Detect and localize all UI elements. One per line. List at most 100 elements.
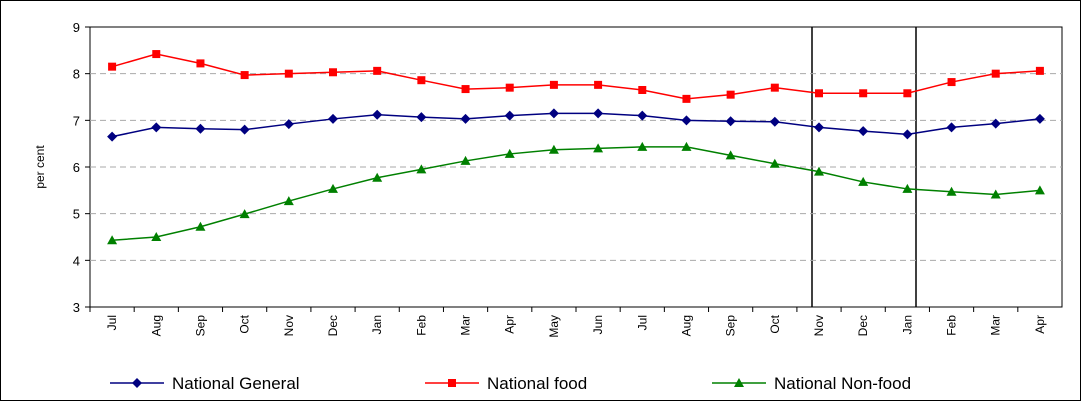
marker [681, 115, 692, 126]
marker [902, 183, 913, 193]
marker [681, 141, 692, 151]
marker [1034, 185, 1045, 195]
marker [946, 122, 957, 133]
marker [725, 116, 736, 127]
x-tick-label: Mar [459, 315, 473, 336]
marker [858, 126, 869, 137]
marker [283, 196, 294, 206]
y-tick-label: 7 [73, 113, 80, 128]
marker [328, 113, 338, 124]
x-tick-label: Jan [370, 315, 384, 334]
marker [417, 76, 426, 85]
marker [814, 122, 824, 133]
marker [283, 119, 294, 130]
marker [991, 69, 1000, 78]
x-tick-label: Oct [238, 314, 252, 333]
x-tick-label: Apr [1033, 315, 1047, 334]
marker [372, 109, 383, 120]
marker [858, 176, 869, 186]
x-tick-label: Nov [812, 315, 826, 336]
marker [460, 155, 471, 165]
x-tick-label: Dec [856, 315, 870, 336]
x-tick-label: Feb [414, 315, 428, 336]
y-tick-label: 3 [73, 300, 80, 315]
marker [1034, 113, 1045, 124]
marker [196, 59, 205, 68]
x-tick-label: Nov [282, 315, 296, 336]
marker [461, 85, 470, 94]
x-tick-label: Dec [326, 315, 340, 336]
marker [548, 144, 559, 154]
marker [107, 131, 118, 142]
y-tick-label: 5 [73, 207, 80, 222]
x-tick-label: Aug [679, 315, 693, 336]
series-line [111, 53, 1040, 100]
marker [151, 232, 162, 241]
marker [548, 108, 559, 119]
x-tick-label: Oct [768, 314, 782, 333]
x-tick-label: Jul [635, 315, 649, 330]
marker [1035, 66, 1044, 75]
x-tick-label: Sep [724, 315, 738, 337]
y-tick-label: 8 [73, 67, 80, 82]
x-tick-label: Jan [900, 315, 914, 334]
legend-label: National Non-food [774, 374, 911, 393]
x-tick-label: Feb [945, 315, 959, 336]
marker [460, 113, 471, 124]
marker [815, 89, 823, 98]
marker [903, 89, 912, 98]
marker [151, 122, 162, 133]
marker [372, 172, 383, 182]
marker [108, 62, 117, 71]
y-tick-label: 9 [73, 20, 80, 35]
marker [990, 189, 1001, 199]
marker [990, 118, 1001, 129]
marker [637, 141, 648, 151]
marker [107, 235, 118, 245]
marker [726, 90, 735, 99]
marker [769, 158, 780, 168]
marker [593, 108, 604, 119]
marker [859, 89, 868, 98]
x-tick-label: Mar [989, 315, 1003, 336]
series-line [112, 146, 1040, 242]
y-tick-label: 6 [73, 160, 80, 175]
marker [638, 86, 647, 94]
marker [946, 186, 957, 196]
marker [593, 143, 604, 153]
marker [152, 50, 161, 59]
x-tick-label: Apr [503, 315, 517, 334]
x-tick-label: Sep [193, 315, 207, 337]
marker [770, 83, 779, 92]
x-tick-label: Jun [591, 315, 605, 334]
marker [637, 110, 648, 121]
marker [132, 378, 142, 388]
marker [734, 378, 744, 387]
marker [549, 80, 558, 89]
marker [329, 68, 337, 77]
marker [594, 80, 603, 89]
marker [448, 379, 456, 387]
marker [902, 129, 913, 140]
legend-label: National food [487, 374, 587, 393]
marker [195, 123, 206, 134]
marker [284, 69, 293, 78]
marker [239, 209, 250, 219]
y-tick-label: 4 [73, 253, 80, 268]
marker [416, 112, 427, 123]
x-tick-label: Jul [105, 315, 119, 330]
marker [814, 166, 824, 176]
marker [505, 83, 514, 92]
marker [240, 71, 249, 80]
legend-label: National General [172, 374, 300, 393]
marker [195, 221, 206, 231]
marker [769, 116, 780, 127]
x-tick-label: Aug [149, 315, 163, 336]
marker [947, 78, 956, 87]
marker [504, 148, 515, 158]
marker [239, 124, 250, 135]
marker [416, 164, 427, 174]
marker [725, 150, 736, 160]
marker [373, 66, 382, 75]
